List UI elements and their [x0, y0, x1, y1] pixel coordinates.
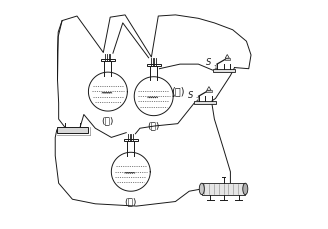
Polygon shape	[202, 183, 245, 195]
Polygon shape	[213, 69, 235, 72]
Polygon shape	[57, 127, 88, 133]
Text: S: S	[206, 58, 212, 68]
Text: (乙): (乙)	[171, 87, 184, 97]
Polygon shape	[224, 58, 230, 60]
Polygon shape	[206, 90, 212, 92]
Polygon shape	[225, 55, 229, 58]
Polygon shape	[124, 139, 138, 141]
Polygon shape	[194, 101, 216, 104]
Ellipse shape	[243, 183, 248, 195]
Text: S: S	[188, 90, 193, 100]
Text: (乙): (乙)	[148, 121, 160, 130]
Text: (丙): (丙)	[125, 197, 137, 206]
Polygon shape	[147, 64, 161, 66]
Text: 1: 1	[214, 65, 217, 70]
Polygon shape	[101, 59, 115, 61]
Ellipse shape	[199, 183, 204, 195]
Text: (甲): (甲)	[102, 117, 114, 126]
Text: 2: 2	[195, 97, 199, 102]
Polygon shape	[207, 87, 211, 90]
